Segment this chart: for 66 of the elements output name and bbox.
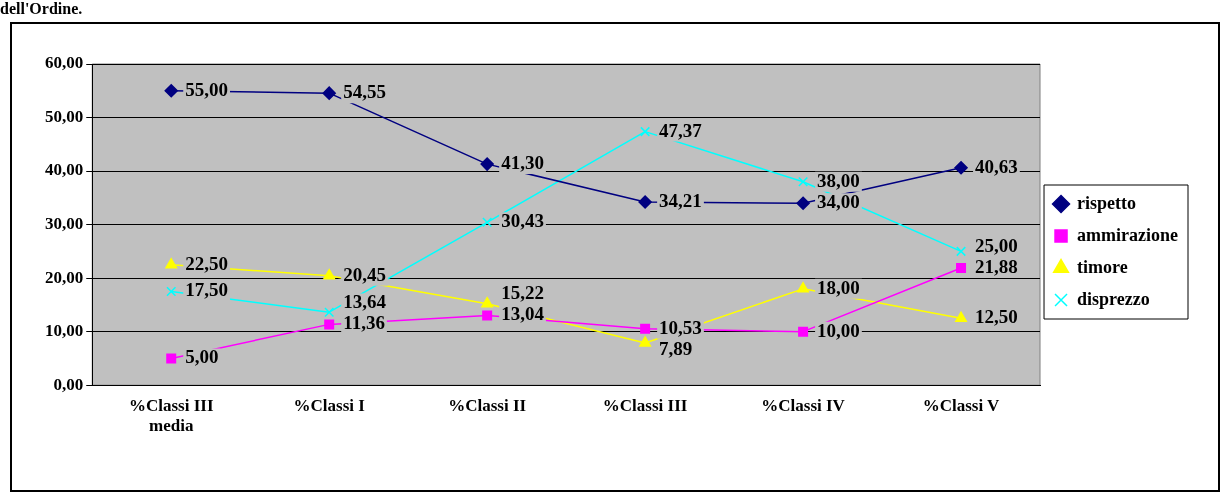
point [798,176,809,187]
y-tick-label: 0,00 [53,374,84,394]
point [797,282,810,293]
point [956,263,967,274]
y-tick-label: 40,00 [45,160,84,180]
data-label: 20,45 [343,263,386,285]
point [639,336,652,347]
data-label: 13,64 [343,291,387,313]
legend-label: disprezzo [1077,288,1150,309]
point [165,258,178,269]
data-label: 10,00 [817,319,860,341]
data-label: 13,04 [501,303,545,325]
data-label: 12,50 [975,306,1018,328]
legend-label: timore [1077,256,1128,277]
data-label: 34,00 [817,191,860,213]
data-label: 22,50 [185,252,228,274]
point [323,268,336,280]
data-label: 55,00 [185,78,228,100]
y-tick-label: 30,00 [45,213,84,233]
x-tick-label: %Classi I [293,395,366,415]
data-label: 47,37 [659,119,703,141]
x-tick-label: %Classi III [602,395,688,415]
legend-label: ammirazione [1077,224,1179,245]
data-label: 21,88 [975,255,1018,277]
y-tick-label: 60,00 [45,53,84,73]
point [638,195,652,209]
x-tick-label: %Classi II [448,395,527,415]
x-tick-label: %Classi V [922,395,1001,415]
chart-title: dell'Ordine. [0,0,83,18]
y-tick-label: 10,00 [45,321,84,341]
y-tick-label: 50,00 [45,106,84,126]
data-label: 54,55 [343,81,386,103]
point [954,160,968,175]
point [640,323,651,334]
data-label: 38,00 [817,169,860,191]
point [324,319,335,330]
point [482,310,493,321]
legend-label: rispetto [1077,192,1137,213]
point [164,84,178,98]
data-label: 25,00 [975,234,1018,256]
point [956,246,967,257]
data-label: 30,43 [501,210,544,232]
point [481,296,494,308]
point [166,353,177,364]
x-tick-label: %Classi III media [128,395,214,436]
point [796,196,810,210]
point [166,286,177,297]
data-label: 40,63 [975,155,1018,177]
point [482,217,493,228]
data-label: 11,36 [343,312,385,334]
data-label: 18,00 [817,276,860,298]
data-label: 15,22 [501,282,544,304]
point [640,126,651,137]
x-tick-label: %Classi IV [761,395,846,415]
data-label: 34,21 [659,189,702,211]
data-label: 10,53 [659,316,702,338]
data-label: 5,00 [185,346,219,368]
y-tick-label: 20,00 [45,267,84,287]
point [324,307,335,318]
point [955,311,967,323]
data-label: 17,50 [185,279,228,301]
data-label: 7,89 [659,337,693,359]
data-label: 41,30 [501,152,544,174]
point [480,157,494,171]
point [322,86,336,100]
point [798,326,809,337]
